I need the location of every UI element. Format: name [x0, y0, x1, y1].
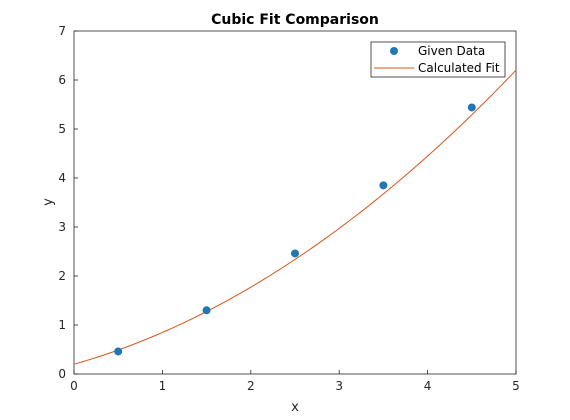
y-axis-label: y	[41, 198, 56, 206]
legend-marker-given-data	[391, 48, 398, 55]
y-tick-label: 3	[58, 220, 66, 234]
legend-label-given-data: Given Data	[418, 44, 485, 58]
chart-title: Cubic Fit Comparison	[211, 12, 379, 28]
x-tick-label: 3	[335, 379, 343, 393]
data-point	[115, 348, 122, 355]
y-tick-label: 1	[58, 318, 66, 332]
y-tick-label: 0	[58, 367, 66, 381]
x-tick-label: 2	[247, 379, 255, 393]
y-tick-label: 2	[58, 269, 66, 283]
y-tick-label: 5	[58, 122, 66, 136]
data-point	[468, 104, 475, 111]
data-point	[203, 307, 210, 314]
y-tick-label: 6	[58, 73, 66, 87]
data-point	[380, 182, 387, 189]
x-tick-label: 0	[70, 379, 78, 393]
legend-label-calculated-fit: Calculated Fit	[418, 61, 500, 75]
x-axis-label: x	[291, 400, 299, 415]
y-tick-label: 4	[58, 171, 66, 185]
data-point	[292, 250, 299, 257]
legend: Given Data Calculated Fit	[371, 42, 505, 77]
x-tick-label: 4	[424, 379, 432, 393]
plot-area	[74, 31, 516, 374]
x-tick-label: 1	[159, 379, 167, 393]
y-tick-label: 7	[58, 24, 66, 38]
x-tick-label: 5	[512, 379, 520, 393]
